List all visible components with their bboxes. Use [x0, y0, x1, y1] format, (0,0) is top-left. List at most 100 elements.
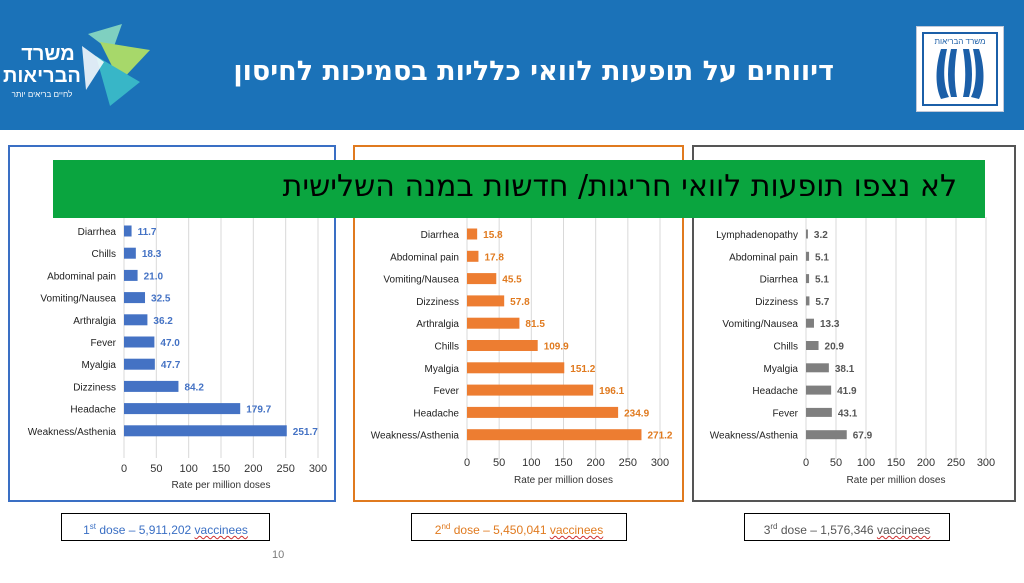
x-tick-label: 0 [464, 457, 470, 469]
ministry-logo: משרד הבריאות לחיים בריאים יותר [3, 24, 150, 106]
bar [467, 250, 479, 262]
bar [467, 295, 505, 307]
category-label: Arthralgia [416, 319, 459, 330]
value-label: 84.2 [184, 382, 204, 393]
category-label: Diarrhea [78, 227, 117, 238]
category-label: Myalgia [82, 360, 117, 371]
bar [467, 228, 478, 240]
dose1-word: dose [99, 523, 126, 537]
dose2-ordinal: 2 [434, 523, 442, 537]
x-tick-label: 250 [619, 457, 637, 469]
x-tick-label: 0 [121, 463, 127, 475]
x-tick-label: 50 [493, 457, 505, 469]
value-label: 47.0 [160, 338, 180, 349]
ministry-emblem: משרד הבריאות [916, 26, 1004, 112]
dose2-suffix: nd [441, 522, 451, 531]
bar [124, 292, 146, 304]
bar [124, 225, 132, 237]
category-label: Weakness/Asthenia [371, 431, 460, 442]
bar [124, 247, 136, 259]
header-bar: משרד הבריאות לחיים בריאים יותר דיווחים ע… [0, 0, 1024, 130]
category-label: Diarrhea [760, 275, 799, 286]
dose-box-2: 2nd dose – 5,450,041 vaccinees [411, 513, 627, 541]
dose-box-1: 1st dose – 5,911,202 vaccinees [61, 513, 270, 541]
category-label: Dizziness [416, 297, 459, 308]
category-label: Vomiting/Nausea [722, 319, 798, 330]
value-label: 43.1 [838, 408, 858, 419]
value-label: 67.9 [853, 431, 873, 442]
category-label: Diarrhea [421, 230, 460, 241]
x-tick-label: 150 [554, 457, 572, 469]
value-label: 196.1 [599, 386, 624, 397]
banner-text: לא נצפו תופעות לוואי חריגות/ חדשות במנה … [282, 169, 957, 204]
value-label: 179.7 [246, 405, 271, 416]
x-tick-label: 300 [651, 457, 669, 469]
emblem-text: משרד הבריאות [934, 37, 985, 46]
value-label: 21.0 [144, 271, 164, 282]
category-label: Weakness/Asthenia [710, 431, 799, 442]
value-label: 251.7 [293, 427, 318, 438]
page-title: דיווחים על תופעות לוואי כלליות בסמיכות ל… [233, 56, 834, 87]
x-tick-label: 300 [309, 463, 327, 475]
bar [806, 363, 829, 373]
category-label: Dizziness [755, 297, 798, 308]
x-tick-label: 50 [150, 463, 162, 475]
category-label: Abdominal pain [390, 252, 459, 263]
bar [467, 362, 565, 374]
bar [124, 425, 287, 437]
category-label: Lymphadenopathy [716, 230, 798, 241]
value-label: 234.9 [624, 408, 649, 419]
x-tick-label: 100 [857, 457, 875, 469]
bar [806, 430, 847, 440]
green-banner: לא נצפו תופעות לוואי חריגות/ חדשות במנה … [53, 160, 985, 218]
category-label: Headache [70, 405, 116, 416]
bar [124, 314, 148, 326]
x-tick-label: 200 [244, 463, 262, 475]
x-tick-label: 100 [179, 463, 197, 475]
category-label: Arthralgia [73, 316, 116, 327]
category-label: Dizziness [73, 382, 116, 393]
x-axis-label: Rate per million doses [172, 480, 271, 491]
category-label: Abdominal pain [729, 252, 798, 263]
bar [124, 403, 241, 415]
value-label: 5.1 [815, 252, 829, 263]
logo-line2: הבריאות [3, 65, 81, 87]
value-label: 5.1 [815, 275, 829, 286]
value-label: 20.9 [825, 342, 845, 353]
bar [467, 384, 594, 396]
category-label: Headache [413, 408, 459, 419]
category-label: Abdominal pain [47, 271, 116, 282]
bar [806, 341, 819, 350]
dose2-vaccinees: vaccinees [549, 523, 604, 537]
bar [806, 296, 810, 306]
value-label: 17.8 [484, 252, 504, 263]
bar [806, 407, 832, 417]
value-label: 5.7 [815, 297, 829, 308]
value-label: 18.3 [142, 249, 162, 260]
value-label: 271.2 [647, 431, 672, 442]
value-label: 3.2 [814, 230, 828, 241]
category-label: Myalgia [425, 364, 460, 375]
x-tick-label: 100 [522, 457, 540, 469]
value-label: 81.5 [525, 319, 545, 330]
category-label: Weakness/Asthenia [28, 427, 117, 438]
value-label: 47.7 [161, 360, 181, 371]
value-label: 15.8 [483, 230, 503, 241]
bar [806, 274, 810, 284]
value-label: 45.5 [502, 275, 522, 286]
category-label: Chills [92, 249, 116, 260]
bar [124, 269, 138, 281]
dose3-word: dose [780, 523, 807, 537]
category-label: Myalgia [764, 364, 799, 375]
dose3-count: – 1,576,346 [806, 523, 877, 537]
x-tick-label: 150 [887, 457, 905, 469]
dose2-word: dose [453, 523, 480, 537]
dose3-suffix: rd [770, 522, 778, 531]
category-label: Fever [433, 386, 459, 397]
dose1-vaccinees: vaccinees [194, 523, 248, 537]
dose3-vaccinees: vaccinees [876, 523, 931, 537]
dose1-count: – 5,911,202 [125, 523, 195, 537]
bar [124, 380, 179, 392]
category-label: Headache [752, 386, 798, 397]
x-tick-label: 250 [276, 463, 294, 475]
